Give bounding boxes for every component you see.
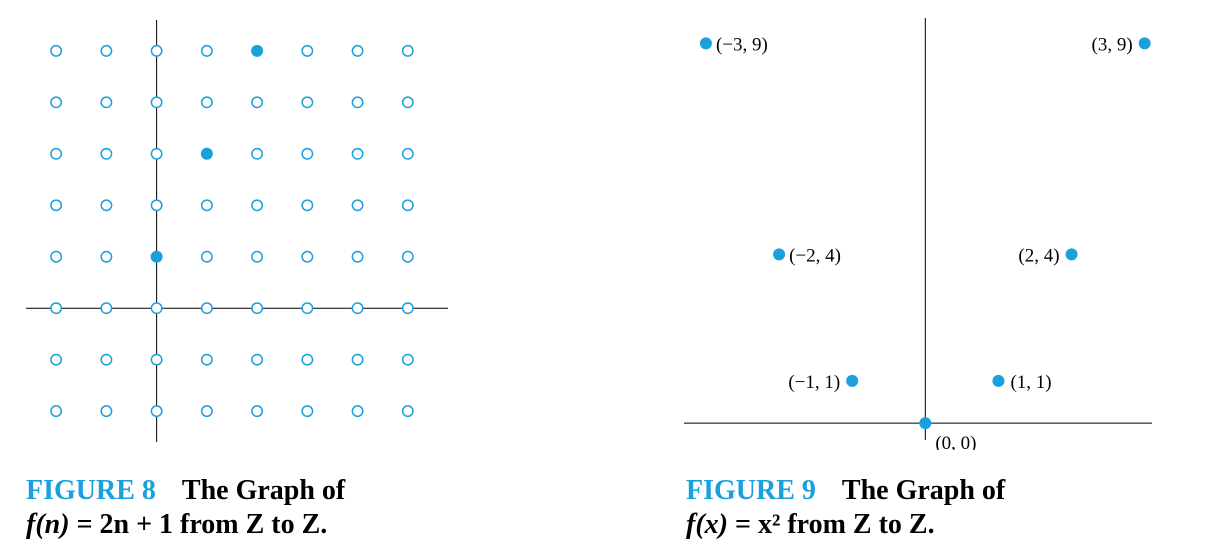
lattice-point bbox=[100, 250, 113, 263]
point-label: (−1, 1) bbox=[788, 372, 840, 393]
lattice-point bbox=[401, 405, 414, 418]
figure-8-axes bbox=[26, 20, 448, 442]
figure-9-point-labels: (−3, 9) (−2, 4) (−1, 1) (0, 0) (1, 1) (2, 4) (… bbox=[716, 34, 1133, 450]
lattice-point bbox=[251, 96, 264, 109]
figure-8-formula: f(n) = 2n + 1 from Z to Z. bbox=[26, 509, 328, 540]
lattice-point bbox=[401, 250, 414, 263]
lattice-point bbox=[200, 250, 213, 263]
point-label: (0, 0) bbox=[935, 433, 976, 450]
lattice-point bbox=[401, 302, 414, 315]
point-label: (−3, 9) bbox=[716, 34, 768, 55]
lattice-point bbox=[50, 250, 63, 263]
graph-point bbox=[919, 417, 932, 430]
lattice-point bbox=[200, 96, 213, 109]
lattice-point bbox=[200, 353, 213, 366]
lattice-point bbox=[200, 302, 213, 315]
lattice-point bbox=[100, 44, 113, 57]
lattice-point bbox=[351, 250, 364, 263]
figure-9-caption: FIGURE 9 The Graph of f(x) = x² from Z to… bbox=[686, 474, 1005, 542]
lattice-point bbox=[401, 353, 414, 366]
lattice-point bbox=[251, 199, 264, 212]
lattice-point bbox=[251, 405, 264, 418]
lattice-point bbox=[150, 199, 163, 212]
lattice-point bbox=[351, 147, 364, 160]
figure-8-title: The Graph of bbox=[181, 475, 346, 506]
graph-point bbox=[200, 147, 213, 160]
lattice-point bbox=[351, 405, 364, 418]
lattice-point bbox=[100, 353, 113, 366]
figure-8-graph-points bbox=[150, 44, 264, 263]
point-label: (3, 9) bbox=[1092, 34, 1133, 55]
lattice-point bbox=[301, 302, 314, 315]
lattice-point bbox=[200, 405, 213, 418]
lattice-point bbox=[100, 302, 113, 315]
lattice-point bbox=[150, 405, 163, 418]
lattice-point bbox=[150, 353, 163, 366]
graph-point bbox=[699, 37, 712, 50]
figure-9-title: The Graph of bbox=[841, 475, 1006, 506]
figure-9-formula: f(x) = x² from Z to Z. bbox=[686, 509, 935, 540]
figure-8-number: FIGURE 8 bbox=[26, 475, 156, 506]
point-label: (1, 1) bbox=[1010, 372, 1051, 393]
lattice-point bbox=[351, 199, 364, 212]
figure-9-chart: (−3, 9) (−2, 4) (−1, 1) (0, 0) (1, 1) (2, 4) (… bbox=[684, 18, 1152, 450]
lattice-point bbox=[100, 96, 113, 109]
lattice-point bbox=[50, 147, 63, 160]
lattice-point bbox=[301, 96, 314, 109]
lattice-point bbox=[401, 44, 414, 57]
lattice-point bbox=[150, 302, 163, 315]
lattice-point bbox=[301, 199, 314, 212]
lattice-point bbox=[200, 44, 213, 57]
lattice-point bbox=[251, 147, 264, 160]
lattice-point bbox=[100, 199, 113, 212]
graph-point bbox=[150, 250, 163, 263]
point-label: (2, 4) bbox=[1018, 245, 1059, 266]
lattice-point bbox=[100, 147, 113, 160]
lattice-point bbox=[150, 44, 163, 57]
lattice-point bbox=[301, 147, 314, 160]
lattice-point bbox=[50, 405, 63, 418]
lattice-point bbox=[351, 44, 364, 57]
lattice-point bbox=[150, 147, 163, 160]
lattice-point bbox=[50, 96, 63, 109]
point-label: (−2, 4) bbox=[789, 245, 841, 266]
lattice-point bbox=[100, 405, 113, 418]
lattice-point bbox=[401, 199, 414, 212]
lattice-point bbox=[401, 147, 414, 160]
lattice-point bbox=[301, 44, 314, 57]
lattice-point bbox=[251, 250, 264, 263]
figure-8-chart bbox=[26, 20, 448, 442]
graph-point bbox=[773, 248, 786, 261]
figure-8-caption: FIGURE 8 The Graph of f(n) = 2n + 1 from … bbox=[26, 474, 345, 542]
graph-point bbox=[992, 374, 1005, 387]
lattice-point bbox=[50, 44, 63, 57]
figure-8-lattice-points bbox=[50, 44, 414, 418]
lattice-point bbox=[351, 353, 364, 366]
lattice-point bbox=[301, 405, 314, 418]
graph-point bbox=[846, 374, 859, 387]
figure-9-graph-points bbox=[699, 37, 1151, 430]
lattice-point bbox=[301, 250, 314, 263]
lattice-point bbox=[401, 96, 414, 109]
lattice-point bbox=[50, 353, 63, 366]
lattice-point bbox=[351, 96, 364, 109]
lattice-point bbox=[200, 199, 213, 212]
lattice-point bbox=[150, 96, 163, 109]
lattice-point bbox=[50, 302, 63, 315]
graph-point bbox=[1138, 37, 1151, 50]
lattice-point bbox=[251, 353, 264, 366]
graph-point bbox=[251, 44, 264, 57]
lattice-point bbox=[351, 302, 364, 315]
lattice-point bbox=[251, 302, 264, 315]
lattice-point bbox=[301, 353, 314, 366]
figure-9-axes bbox=[684, 18, 1152, 440]
figure-9-number: FIGURE 9 bbox=[686, 475, 816, 506]
graph-point bbox=[1065, 248, 1078, 261]
lattice-point bbox=[50, 199, 63, 212]
